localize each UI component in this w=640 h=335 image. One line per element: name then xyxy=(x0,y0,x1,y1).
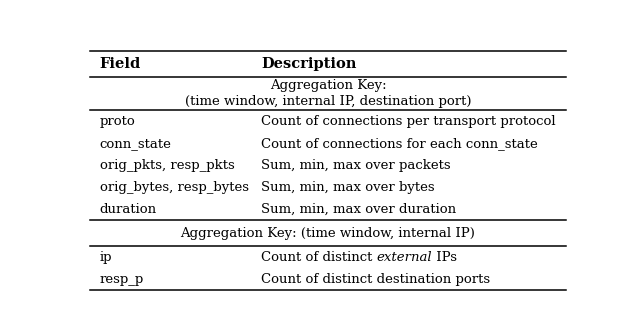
Text: orig_bytes, resp_bytes: orig_bytes, resp_bytes xyxy=(100,181,249,194)
Text: ip: ip xyxy=(100,251,113,264)
Text: Aggregation Key:: Aggregation Key: xyxy=(269,79,387,92)
Text: duration: duration xyxy=(100,203,157,216)
Text: Count of connections for each conn_state: Count of connections for each conn_state xyxy=(261,137,538,150)
Text: resp_p: resp_p xyxy=(100,273,144,286)
Text: Count of connections per transport protocol: Count of connections per transport proto… xyxy=(261,115,556,128)
Text: (time window, internal IP, destination port): (time window, internal IP, destination p… xyxy=(185,95,471,108)
Text: Aggregation Key: (time window, internal IP): Aggregation Key: (time window, internal … xyxy=(180,227,476,240)
Text: Sum, min, max over bytes: Sum, min, max over bytes xyxy=(261,181,435,194)
Text: Description: Description xyxy=(261,57,356,71)
Text: external: external xyxy=(377,251,432,264)
Text: Sum, min, max over packets: Sum, min, max over packets xyxy=(261,159,451,172)
Text: Count of distinct: Count of distinct xyxy=(261,251,377,264)
Text: orig_pkts, resp_pkts: orig_pkts, resp_pkts xyxy=(100,159,235,172)
Text: proto: proto xyxy=(100,115,136,128)
Text: Field: Field xyxy=(100,57,141,71)
Text: IPs: IPs xyxy=(432,251,458,264)
Text: conn_state: conn_state xyxy=(100,137,172,150)
Text: Count of distinct destination ports: Count of distinct destination ports xyxy=(261,273,490,286)
Text: Sum, min, max over duration: Sum, min, max over duration xyxy=(261,203,456,216)
